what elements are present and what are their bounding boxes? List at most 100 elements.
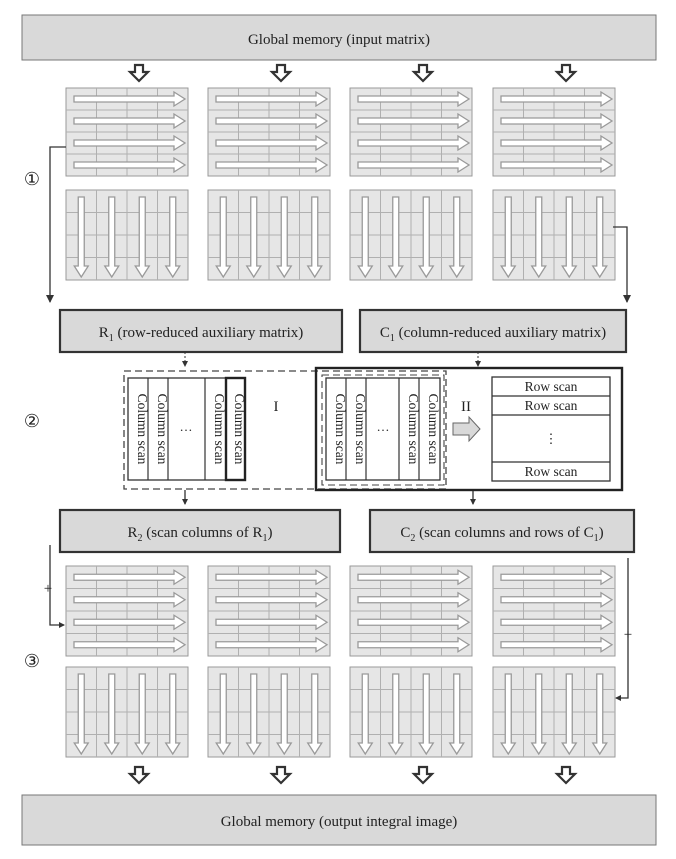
section-one-container: [123, 370, 447, 490]
row-scan-arrow: [215, 134, 329, 152]
column-scan-arrow: [276, 196, 293, 279]
column-scan-arrow: [215, 673, 232, 756]
column-scan-arrow: [530, 673, 547, 756]
top-col-grid-1: [65, 189, 189, 281]
r2-plus-sign: +: [44, 581, 52, 597]
column-scan-arrow: [561, 196, 578, 279]
top-row-grid-4: [492, 87, 616, 177]
row-scan-arrow: [357, 636, 471, 653]
column-scan-arrow: [500, 673, 517, 756]
r2-label: R2 (scan columns of R1): [128, 525, 273, 544]
column-scan-arrow: [306, 196, 323, 279]
column-scan-label-6: Column scan: [353, 394, 368, 465]
column-scan-arrow: [357, 673, 374, 756]
column-scan-label-5: Column scan: [333, 394, 348, 465]
row-scan-arrow: [500, 156, 614, 174]
row-scan-arrow: [357, 134, 471, 152]
connector-to-r1: [46, 146, 66, 303]
r2-feed-connector: [49, 545, 65, 628]
c1-box: [358, 308, 628, 354]
row-scan-arrow: [73, 134, 187, 152]
c1-columns-dashed: [321, 374, 445, 486]
c1-column-strips: [325, 377, 441, 481]
column-scan-arrow: [591, 196, 608, 279]
step-marker-3: ③: [24, 651, 40, 671]
generated-grids: [65, 63, 616, 785]
column-scan-arrow: [418, 196, 435, 279]
section-one-label: I: [274, 399, 279, 415]
r1-box: [58, 308, 344, 354]
c1-label: C1 (column-reduced auxiliary matrix): [380, 325, 606, 344]
r1-column-strips: [127, 376, 247, 482]
column-scan-arrow: [276, 673, 293, 756]
r1-ellipsis: …: [180, 419, 193, 434]
bottom-row-grid-1: [65, 565, 189, 657]
section-two-arrow: [452, 415, 481, 443]
row-scan-ellipsis: ⋮: [545, 431, 558, 446]
column-scan-arrow: [357, 196, 374, 279]
row-scan-arrow: [73, 90, 187, 108]
column-scan-arrow: [103, 196, 120, 279]
row-scan-arrow: [500, 591, 614, 608]
column-scan-arrow: [134, 673, 151, 756]
row-scan-arrow: [357, 112, 471, 130]
column-scan-arrow: [530, 196, 547, 279]
input-down-arrow-3: [411, 63, 435, 83]
row-scan-arrow: [215, 112, 329, 130]
bottom-col-grid-4: [492, 666, 616, 758]
row-scan-label-1: Row scan: [525, 379, 578, 394]
r1-label: R1 (row-reduced auxiliary matrix): [99, 325, 304, 344]
column-scan-label-7: Column scan: [406, 394, 421, 465]
output-down-arrow-3: [411, 765, 435, 785]
row-scan-arrow: [500, 90, 614, 108]
row-scan-arrow: [500, 112, 614, 130]
c2-feed-connector: [615, 558, 629, 701]
column-scan-arrow: [306, 673, 323, 756]
column-scan-label-3: Column scan: [212, 394, 227, 465]
column-scan-arrow: [591, 673, 608, 756]
global-memory-output-label: Global memory (output integral image): [221, 814, 458, 830]
row-scan-arrow: [73, 569, 187, 586]
top-row-grid-1: [65, 87, 189, 177]
bottom-col-grid-1: [65, 666, 189, 758]
column-scan-arrow: [215, 196, 232, 279]
bottom-col-grid-2: [207, 666, 331, 758]
bottom-row-grid-2: [207, 565, 331, 657]
bottom-row-grid-4: [492, 565, 616, 657]
step-marker-1: ①: [24, 169, 40, 189]
top-col-grid-3: [349, 189, 473, 281]
column-scan-label-8: Column scan: [426, 394, 441, 465]
input-down-arrow-2: [269, 63, 293, 83]
column-scan-arrow: [164, 673, 181, 756]
row-scan-list: [491, 376, 611, 482]
row-scan-arrow: [500, 636, 614, 653]
column-scan-arrow: [134, 196, 151, 279]
column-scan-label-4: Column scan: [232, 394, 247, 465]
input-down-arrow-1: [127, 63, 151, 83]
column-scan-arrow: [245, 673, 262, 756]
c2-plus-sign: +: [624, 627, 632, 643]
bottom-col-grid-3: [349, 666, 473, 758]
column-scan-arrow: [164, 196, 181, 279]
global-memory-output-box: [21, 794, 657, 846]
output-down-arrow-4: [554, 765, 578, 785]
row-scan-arrow: [73, 156, 187, 174]
row-scan-arrow: [357, 614, 471, 631]
row-scan-arrow: [73, 636, 187, 653]
c2-box: [368, 508, 636, 554]
column-scan-arrow: [387, 196, 404, 279]
column-scan-arrow: [500, 196, 517, 279]
row-scan-arrow: [215, 569, 329, 586]
output-down-arrow-2: [269, 765, 293, 785]
section-two-label: II: [461, 399, 471, 415]
row-scan-arrow: [215, 614, 329, 631]
input-down-arrow-4: [554, 63, 578, 83]
row-scan-arrow: [73, 591, 187, 608]
section-two-container: [314, 366, 624, 492]
row-scan-arrow: [73, 112, 187, 130]
step-marker-2: ②: [24, 411, 40, 431]
column-scan-arrow: [448, 196, 465, 279]
c2-label: C2 (scan columns and rows of C1): [400, 525, 603, 544]
column-scan-arrow: [73, 196, 90, 279]
